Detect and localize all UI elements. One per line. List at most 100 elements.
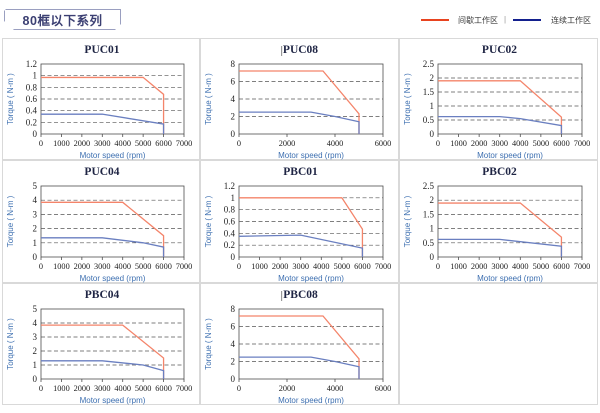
svg-text:4000: 4000	[327, 384, 344, 393]
svg-text:4000: 4000	[114, 139, 131, 148]
svg-text:0.5: 0.5	[423, 115, 435, 125]
svg-text:6000: 6000	[155, 384, 172, 393]
svg-text:4000: 4000	[512, 262, 529, 271]
svg-text:1: 1	[231, 193, 236, 203]
svg-text:5000: 5000	[135, 139, 152, 148]
svg-text:Motor speed (rpm): Motor speed (rpm)	[278, 396, 344, 405]
svg-text:0: 0	[33, 252, 38, 262]
svg-text:Motor speed (rpm): Motor speed (rpm)	[80, 396, 146, 405]
svg-text:6000: 6000	[155, 139, 172, 148]
svg-text:2.5: 2.5	[423, 59, 435, 69]
svg-text:Torque ( N-m ): Torque ( N-m )	[204, 318, 213, 370]
svg-text:1: 1	[33, 360, 38, 370]
svg-text:0: 0	[231, 129, 236, 139]
svg-text:4000: 4000	[114, 384, 131, 393]
svg-text:0: 0	[237, 262, 241, 271]
svg-text:1000: 1000	[53, 262, 70, 271]
svg-text:0: 0	[39, 262, 43, 271]
svg-text:2000: 2000	[471, 262, 488, 271]
svg-text:Torque ( N-m ): Torque ( N-m )	[6, 195, 15, 247]
svg-text:1000: 1000	[450, 139, 467, 148]
svg-text:PBC02: PBC02	[482, 166, 517, 178]
svg-text:2000: 2000	[279, 139, 296, 148]
svg-text:1000: 1000	[53, 139, 70, 148]
svg-text:0: 0	[39, 139, 43, 148]
svg-text:5: 5	[33, 181, 38, 191]
svg-text:Torque ( N-m ): Torque ( N-m )	[6, 318, 15, 370]
svg-text:7000: 7000	[176, 262, 193, 271]
svg-text:6000: 6000	[553, 139, 570, 148]
svg-text:6000: 6000	[375, 139, 392, 148]
svg-text:0: 0	[231, 252, 236, 262]
svg-text:Torque ( N-m ): Torque ( N-m )	[204, 73, 213, 125]
svg-text:2: 2	[33, 346, 38, 356]
svg-text:0: 0	[33, 374, 38, 384]
svg-text:2: 2	[33, 224, 38, 234]
svg-text:2000: 2000	[74, 262, 91, 271]
svg-text:PBC04: PBC04	[85, 289, 120, 301]
svg-text:1: 1	[33, 238, 38, 248]
svg-text:0.2: 0.2	[224, 240, 235, 250]
svg-text:2: 2	[231, 357, 236, 367]
svg-text:2: 2	[430, 195, 435, 205]
svg-text:PUC02: PUC02	[482, 44, 517, 56]
svg-text:3000: 3000	[94, 262, 111, 271]
svg-text:5000: 5000	[135, 384, 152, 393]
svg-text:3000: 3000	[292, 262, 309, 271]
svg-text:2: 2	[231, 112, 236, 122]
svg-text:1.5: 1.5	[423, 87, 435, 97]
svg-text:Motor speed (rpm): Motor speed (rpm)	[477, 274, 543, 283]
svg-text:2: 2	[430, 73, 435, 83]
svg-text:2000: 2000	[272, 262, 289, 271]
svg-text:Motor speed (rpm): Motor speed (rpm)	[80, 274, 146, 283]
svg-text:0.8: 0.8	[26, 82, 38, 92]
svg-text:5: 5	[33, 304, 38, 314]
svg-text:2.5: 2.5	[423, 181, 435, 191]
svg-text:Torque ( N-m ): Torque ( N-m )	[403, 195, 412, 247]
svg-text:6: 6	[231, 77, 236, 87]
svg-text:4: 4	[231, 339, 236, 349]
svg-text:Torque ( N-m ): Torque ( N-m )	[204, 195, 213, 247]
svg-text:7000: 7000	[176, 384, 193, 393]
svg-text:6000: 6000	[155, 262, 172, 271]
svg-text:8: 8	[231, 59, 236, 69]
svg-text:1000: 1000	[450, 262, 467, 271]
svg-text:4000: 4000	[512, 139, 529, 148]
svg-text:Torque ( N-m ): Torque ( N-m )	[403, 73, 412, 125]
svg-text:Torque ( N-m ): Torque ( N-m )	[6, 73, 15, 125]
svg-text:0.5: 0.5	[423, 238, 435, 248]
svg-text:5000: 5000	[135, 262, 152, 271]
svg-text:Motor speed (rpm): Motor speed (rpm)	[477, 151, 543, 160]
svg-text:0.4: 0.4	[26, 106, 38, 116]
svg-text:3: 3	[33, 332, 38, 342]
svg-text:1.2: 1.2	[224, 181, 235, 191]
svg-text:1000: 1000	[251, 262, 268, 271]
svg-text:1: 1	[430, 224, 435, 234]
svg-text:0: 0	[39, 384, 43, 393]
svg-text:0.4: 0.4	[224, 228, 236, 238]
svg-text:2000: 2000	[471, 139, 488, 148]
svg-text:5000: 5000	[533, 139, 550, 148]
svg-text:4000: 4000	[313, 262, 330, 271]
svg-text:1: 1	[33, 71, 38, 81]
svg-text:PBC01: PBC01	[283, 166, 318, 178]
svg-text:1.2: 1.2	[26, 59, 37, 69]
svg-text:PUC01: PUC01	[84, 44, 119, 56]
svg-text:2000: 2000	[279, 384, 296, 393]
svg-text:4: 4	[231, 94, 236, 104]
svg-text:6: 6	[231, 322, 236, 332]
svg-text:4000: 4000	[327, 139, 344, 148]
svg-text:5000: 5000	[334, 262, 351, 271]
svg-text:3: 3	[33, 209, 38, 219]
svg-text:5000: 5000	[533, 262, 550, 271]
svg-text:0: 0	[237, 139, 241, 148]
svg-text:4: 4	[33, 318, 38, 328]
svg-text:0: 0	[436, 139, 440, 148]
svg-text:6000: 6000	[375, 384, 392, 393]
svg-text:Motor speed (rpm): Motor speed (rpm)	[80, 151, 146, 160]
svg-text:0: 0	[33, 129, 38, 139]
svg-text:0: 0	[430, 129, 435, 139]
svg-text:2000: 2000	[74, 384, 91, 393]
svg-text:0: 0	[237, 384, 241, 393]
svg-text:0.6: 0.6	[26, 94, 38, 104]
